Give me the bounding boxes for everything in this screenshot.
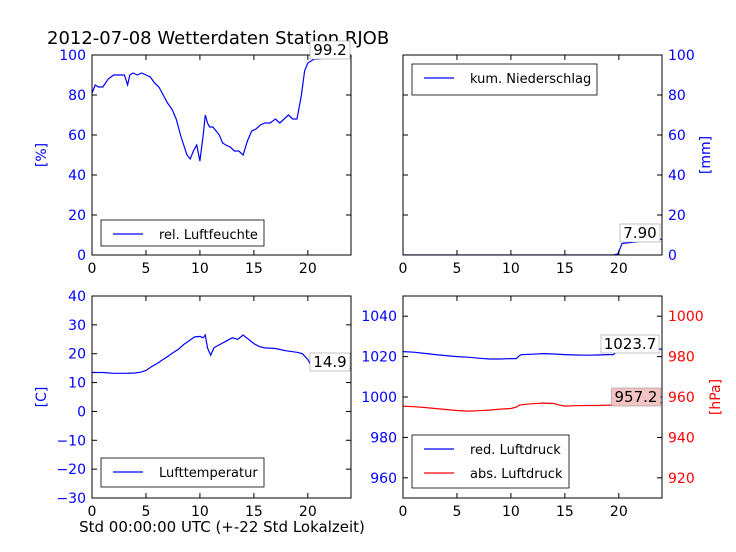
x-axis-label: Std 00:00:00 UTC (+-22 Std Lokalzeit) bbox=[79, 518, 365, 536]
y-tick-label-left-0: 960 bbox=[370, 471, 397, 487]
y-tick-label-right-3: 980 bbox=[668, 350, 695, 366]
value-annotation-pressure-abs-box bbox=[611, 387, 661, 407]
y-tick-label-left-4: 1040 bbox=[361, 309, 397, 325]
panel-temperature: 0 5 10 15 20 −30 −20 −10 0 10 20 30 40 [C] Lufttempera… bbox=[34, 289, 352, 520]
x-tick-label-precipitation-1: 5 bbox=[452, 261, 461, 277]
figure-title: 2012-07-08 Wetterdaten Station RJOB bbox=[47, 28, 389, 49]
y-tick-label-left-3: 1020 bbox=[361, 350, 397, 366]
y-tick-label-temperature-0: −30 bbox=[56, 491, 86, 507]
y-axis-label-pressure: [hPa] bbox=[708, 379, 724, 415]
x-tick-label-temperature-2: 10 bbox=[191, 504, 209, 520]
x-tick-label-precipitation-4: 20 bbox=[610, 261, 628, 277]
series-line-temperature-0 bbox=[92, 333, 351, 374]
legend-label-precipitation-0: kum. Niederschlag bbox=[470, 72, 591, 87]
axes-frame-precipitation bbox=[402, 54, 663, 256]
value-annotation-temperature: 14.9 bbox=[313, 353, 346, 371]
x-tick-label-temperature-4: 20 bbox=[299, 504, 317, 520]
value-annotation-pressure-abs: 957.2 bbox=[615, 388, 658, 406]
legend-box-precipitation bbox=[411, 63, 598, 96]
y-tick-label-precipitation-2: 40 bbox=[668, 168, 686, 184]
panel-precipitation: 0 5 10 15 20 0 20 40 60 80 100 [mm] kum. Niederschla… bbox=[399, 48, 714, 277]
value-annotation-precipitation-box bbox=[619, 223, 661, 243]
legend-box-humidity bbox=[100, 219, 265, 247]
y-tick-label-precipitation-1: 20 bbox=[668, 208, 686, 224]
y-tick-label-temperature-6: 30 bbox=[68, 318, 86, 334]
value-annotation-temperature-box bbox=[309, 352, 351, 372]
x-tick-label-pressure-1: 5 bbox=[452, 504, 461, 520]
y-tick-label-right-0: 920 bbox=[668, 471, 695, 487]
value-annotation-pressure-red: 1023.7 bbox=[604, 335, 657, 353]
x-tick-label-pressure-0: 0 bbox=[399, 504, 408, 520]
x-tick-label-precipitation-2: 10 bbox=[502, 261, 520, 277]
legend-label-temperature-0: Lufttemperatur bbox=[159, 466, 258, 481]
y-tick-label-precipitation-5: 100 bbox=[668, 48, 695, 64]
x-tick-label-precipitation-0: 0 bbox=[399, 261, 408, 277]
y-tick-label-right-2: 960 bbox=[668, 390, 695, 406]
legend-label-pressure-0: red. Luftdruck bbox=[470, 443, 561, 458]
x-tick-label-pressure-4: 20 bbox=[610, 504, 628, 520]
y-tick-label-humidity-1: 20 bbox=[68, 208, 86, 224]
x-tick-label-precipitation-3: 15 bbox=[556, 261, 574, 277]
y-tick-label-temperature-1: −20 bbox=[56, 462, 86, 478]
x-tick-label-pressure-3: 15 bbox=[556, 504, 574, 520]
y-tick-label-humidity-3: 60 bbox=[68, 128, 86, 144]
y-tick-label-temperature-2: −10 bbox=[56, 433, 86, 449]
y-tick-label-humidity-2: 40 bbox=[68, 168, 86, 184]
legend-label-pressure-1: abs. Luftdruck bbox=[470, 467, 563, 482]
x-tick-label-temperature-3: 15 bbox=[245, 504, 263, 520]
y-tick-label-temperature-5: 20 bbox=[68, 347, 86, 363]
x-tick-label-humidity-3: 15 bbox=[245, 261, 263, 277]
value-annotation-humidity: 99.2 bbox=[313, 41, 346, 59]
panel-humidity: 0 5 10 15 20 0 20 40 60 80 100 [%] rel. Luftfeuchte 9… bbox=[34, 40, 352, 277]
value-annotation-precipitation: 7.90 bbox=[623, 224, 656, 242]
x-tick-label-temperature-0: 0 bbox=[88, 504, 97, 520]
y-tick-label-left-1: 980 bbox=[370, 430, 397, 446]
x-tick-label-humidity-0: 0 bbox=[88, 261, 97, 277]
y-tick-label-temperature-7: 40 bbox=[68, 289, 86, 305]
axes-frame-temperature bbox=[91, 295, 352, 499]
y-tick-label-humidity-5: 100 bbox=[59, 48, 86, 64]
y-axis-label-temperature: [C] bbox=[34, 387, 50, 408]
y-tick-label-right-1: 940 bbox=[668, 430, 695, 446]
y-tick-label-precipitation-4: 80 bbox=[668, 88, 686, 104]
legend-box-pressure bbox=[411, 434, 570, 489]
x-tick-label-humidity-4: 20 bbox=[299, 261, 317, 277]
x-tick-label-humidity-1: 5 bbox=[141, 261, 150, 277]
value-annotation-pressure-red-box bbox=[600, 334, 660, 354]
y-tick-label-humidity-0: 0 bbox=[77, 248, 86, 264]
y-axis-label-humidity: [%] bbox=[34, 143, 50, 167]
y-axis-label-precipitation: [mm] bbox=[698, 136, 714, 174]
y-tick-label-temperature-3: 0 bbox=[77, 404, 86, 420]
value-annotation-humidity-box bbox=[309, 40, 351, 60]
y-tick-label-right-4: 1000 bbox=[668, 309, 704, 325]
y-tick-label-humidity-4: 80 bbox=[68, 88, 86, 104]
x-tick-label-pressure-2: 10 bbox=[502, 504, 520, 520]
panel-pressure: 0 5 10 15 20 960 980 1000 1020 1040 920 940 960 980 10… bbox=[361, 295, 724, 520]
legend-label-humidity-0: rel. Luftfeuchte bbox=[159, 228, 258, 243]
x-tick-label-temperature-1: 5 bbox=[141, 504, 150, 520]
y-tick-label-temperature-4: 10 bbox=[68, 376, 86, 392]
x-tick-label-humidity-2: 10 bbox=[191, 261, 209, 277]
series-line-humidity-0 bbox=[92, 56, 351, 162]
y-tick-label-left-2: 1000 bbox=[361, 390, 397, 406]
y-tick-label-precipitation-3: 60 bbox=[668, 128, 686, 144]
axes-frame-humidity bbox=[91, 54, 352, 256]
y-tick-label-precipitation-0: 0 bbox=[668, 248, 677, 264]
